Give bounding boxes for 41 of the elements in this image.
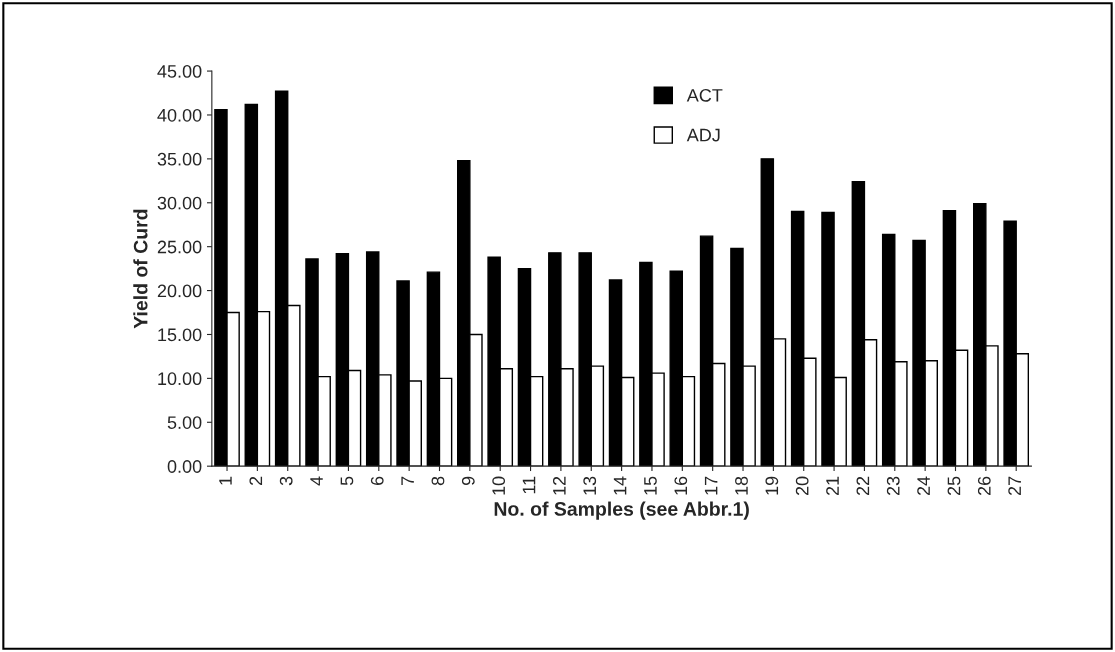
x-tick-label: 20 [795, 476, 809, 496]
x-tick-label: 25 [947, 476, 961, 496]
x-tick-label: 9 [461, 476, 475, 486]
y-tick-label: 10.00 [158, 372, 202, 386]
x-tick-label: 18 [735, 476, 748, 495]
x-tick-label: 26 [977, 476, 991, 496]
x-tick-label: 16 [674, 476, 688, 495]
x-tick-label: 14 [613, 476, 627, 495]
y-tick-label: 15.00 [158, 328, 202, 342]
x-tick-label: 1 [219, 476, 232, 485]
x-tick-label: 5 [340, 476, 354, 486]
x-tick-label: 22 [856, 476, 870, 496]
x-tick-label: 13 [583, 476, 597, 495]
y-tick-label: 20.00 [157, 284, 202, 298]
y-tick-label: 40.00 [157, 108, 202, 122]
x-tick-label: 12 [552, 476, 566, 495]
y-tick-label: 30.00 [157, 196, 202, 210]
y-tick-label: 5.00 [167, 416, 202, 429]
x-tick-label: 24 [917, 476, 930, 496]
x-tick-label: 3 [279, 476, 293, 486]
y-tick-label: 45.00 [157, 65, 202, 78]
y-axis-title: Yield of Curd [133, 209, 148, 329]
x-axis-title: No. of Samples (see Abbr.1) [494, 501, 749, 520]
x-tick-label: 6 [370, 476, 384, 486]
legend-label: ADJ [686, 128, 720, 142]
x-tick-label: 23 [886, 476, 900, 496]
x-tick-label: 4 [310, 476, 323, 486]
x-tick-label: 11 [522, 476, 536, 494]
x-tick-label: 27 [1008, 476, 1021, 496]
x-tick-label: 21 [826, 476, 839, 496]
x-tick-label: 10 [492, 476, 506, 495]
y-tick-label: 35.00 [157, 152, 202, 166]
x-tick-label: 17 [704, 476, 718, 495]
y-tick-label: 25.00 [157, 240, 202, 254]
legend-label: ACT [686, 88, 723, 102]
x-tick-label: 8 [431, 476, 445, 486]
x-tick-label: 15 [644, 476, 657, 495]
y-tick-label: 0.00 [167, 460, 202, 473]
x-tick-label: 19 [765, 476, 779, 495]
x-tick-label: 2 [249, 476, 263, 486]
x-tick-label: 7 [401, 476, 414, 486]
